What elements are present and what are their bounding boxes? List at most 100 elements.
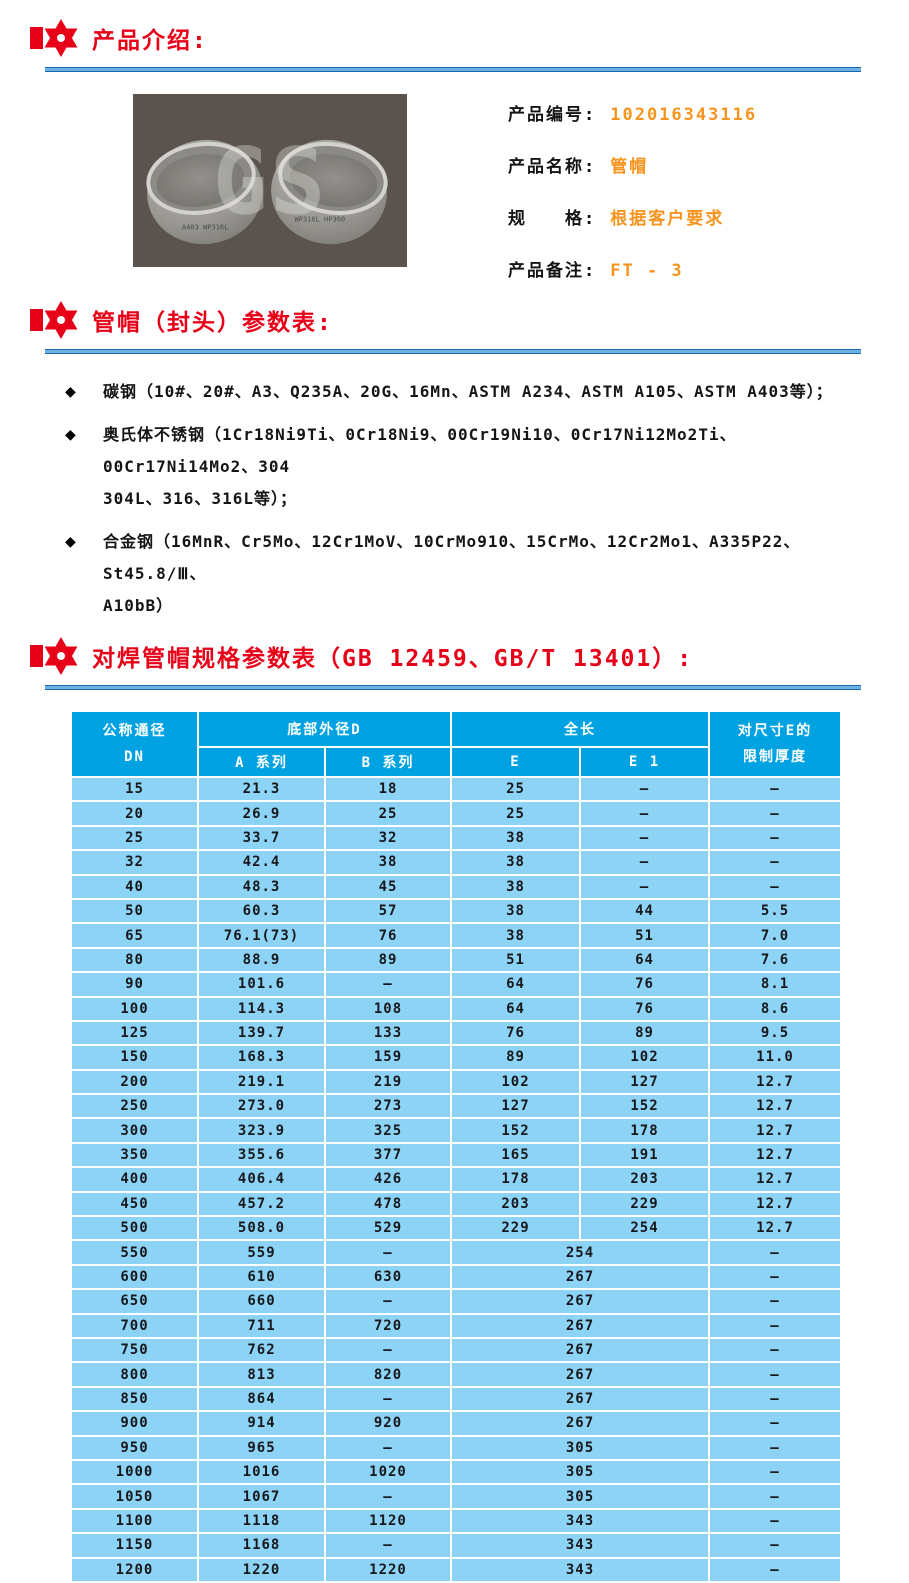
table-cell: 406.4	[199, 1168, 324, 1191]
material-item-line: A10bB）	[103, 596, 174, 615]
table-cell: –	[710, 802, 840, 825]
table-cell: 600	[72, 1265, 197, 1289]
table-cell: 377	[326, 1143, 450, 1167]
svg-text:A403 WP316L: A403 WP316L	[182, 224, 228, 232]
table-cell: –	[710, 1460, 840, 1484]
material-item: ◆ 奥氏体不锈钢（1Cr18Ni9Ti、0Cr18Ni9、00Cr19Ni10、0…	[65, 419, 849, 515]
table-cell: –	[710, 778, 840, 801]
table-cell: 343	[452, 1558, 708, 1581]
svg-text:WP316L HP360: WP316L HP360	[295, 215, 346, 223]
table-cell: 508.0	[199, 1217, 324, 1240]
table-cell: 267	[452, 1387, 708, 1411]
table-row: 50 60.3 57 38 44 5.5	[72, 899, 840, 923]
table-cell: 900	[72, 1412, 197, 1435]
table-cell: 254	[581, 1217, 708, 1240]
table-cell: 1100	[72, 1509, 197, 1533]
material-item-line: 合金钢（16MnR、Cr5Mo、12Cr1MoV、10CrMo910、15CrM…	[103, 532, 801, 583]
product-field-label: 规 格:	[508, 209, 597, 229]
table-cell: –	[326, 1534, 450, 1557]
table-cell: 191	[581, 1143, 708, 1167]
table-cell: 650	[72, 1290, 197, 1313]
section-table-title: 对焊管帽规格参数表（GB 12459、GB/T 13401）:	[92, 646, 694, 672]
table-cell: 660	[199, 1290, 324, 1313]
table-cell: 38	[452, 899, 579, 923]
product-field-label: 产品编号:	[508, 105, 597, 125]
table-cell: 64	[452, 973, 579, 996]
red-star-icon	[30, 19, 78, 57]
table-cell: 100	[72, 997, 197, 1020]
table-cell: –	[710, 1290, 840, 1313]
table-cell: –	[710, 851, 840, 874]
table-cell: 32	[326, 826, 450, 850]
col-header-series-a: A 系列	[199, 748, 324, 776]
table-cell: 8.1	[710, 973, 840, 996]
table-row: 500 508.0 529 229 254 12.7	[72, 1217, 840, 1240]
table-row: 350 355.6 377 165 191 12.7	[72, 1143, 840, 1167]
product-field-value: FT - 3	[610, 261, 684, 281]
table-cell: 11.0	[710, 1046, 840, 1069]
col-header-e: E	[452, 748, 579, 776]
section-intro-title: 产品介绍:	[92, 28, 208, 54]
table-cell: 76	[581, 973, 708, 996]
red-star-icon	[30, 301, 78, 339]
product-field-label: 产品名称:	[508, 157, 597, 177]
table-cell: –	[581, 826, 708, 850]
table-cell: 478	[326, 1192, 450, 1216]
table-cell: 89	[326, 948, 450, 972]
table-cell: 820	[326, 1363, 450, 1386]
table-row: 150 168.3 159 89 102 11.0	[72, 1046, 840, 1069]
spec-table: 公称通径 DN 底部外径D 全长 对尺寸E的 限制厚度 A 系列 B 系列 E …	[70, 710, 842, 1583]
table-row: 850 864–267–	[72, 1387, 840, 1411]
product-overview: A403 WP316L WP316L HP360 GS 产品编号: 1020163…	[0, 94, 909, 294]
table-cell: 267	[452, 1290, 708, 1313]
table-cell: 550	[72, 1241, 197, 1264]
table-cell: –	[710, 1363, 840, 1386]
table-cell: 325	[326, 1119, 450, 1142]
col-header-series-b: B 系列	[326, 748, 450, 776]
table-cell: 152	[452, 1119, 579, 1142]
table-cell: 40	[72, 875, 197, 898]
table-cell: 18	[326, 778, 450, 801]
table-cell: 127	[581, 1070, 708, 1094]
table-cell: 133	[326, 1021, 450, 1045]
product-field: 产品名称: 管帽	[508, 152, 757, 177]
table-cell: 102	[452, 1070, 579, 1094]
table-cell: –	[581, 851, 708, 874]
table-cell: 1220	[199, 1558, 324, 1581]
table-cell: 64	[452, 997, 579, 1020]
section-params-title: 管帽（封头）参数表:	[92, 310, 333, 336]
table-cell: 950	[72, 1436, 197, 1459]
spec-table-body: 15 21.3 18 25– –20 26.9 25 25– –25 33.7 32 38– –32 42…	[72, 778, 840, 1581]
table-cell: 12.7	[710, 1070, 840, 1094]
material-item-line: 碳钢（10#、20#、A3、Q235A、20G、16Mn、ASTM A234、A…	[103, 382, 833, 401]
table-cell: 630	[326, 1265, 450, 1289]
table-cell: 127	[452, 1095, 579, 1118]
table-cell: –	[581, 875, 708, 898]
table-cell: 229	[452, 1217, 579, 1240]
table-cell: –	[326, 1338, 450, 1362]
table-cell: 65	[72, 924, 197, 947]
table-cell: –	[710, 1558, 840, 1581]
product-document-page: { "sections": { "intro": { "title": "产品介…	[0, 18, 909, 1581]
table-cell: 229	[581, 1192, 708, 1216]
table-cell: 38	[452, 924, 579, 947]
product-field: 产品编号: 102016343116	[508, 100, 757, 125]
table-cell: 51	[452, 948, 579, 972]
table-row: 80 88.9 89 51 64 7.6	[72, 948, 840, 972]
table-row: 32 42.4 38 38– –	[72, 851, 840, 874]
material-item-line: 304L、316、316L等）；	[103, 489, 297, 508]
table-cell: 323.9	[199, 1119, 324, 1142]
table-cell: 850	[72, 1387, 197, 1411]
table-row: 15 21.3 18 25– –	[72, 778, 840, 801]
table-cell: 914	[199, 1412, 324, 1435]
table-row: 90 101.6–64 76 8.1	[72, 973, 840, 996]
table-cell: 168.3	[199, 1046, 324, 1069]
table-cell: 700	[72, 1314, 197, 1337]
table-row: 750 762–267–	[72, 1338, 840, 1362]
table-cell: –	[581, 802, 708, 825]
material-item: ◆ 碳钢（10#、20#、A3、Q235A、20G、16Mn、ASTM A234、…	[65, 376, 849, 408]
col-group-outer-diameter: 底部外径D	[199, 712, 450, 746]
table-cell: 200	[72, 1070, 197, 1094]
blue-divider	[45, 349, 861, 354]
table-cell: 76	[452, 1021, 579, 1045]
